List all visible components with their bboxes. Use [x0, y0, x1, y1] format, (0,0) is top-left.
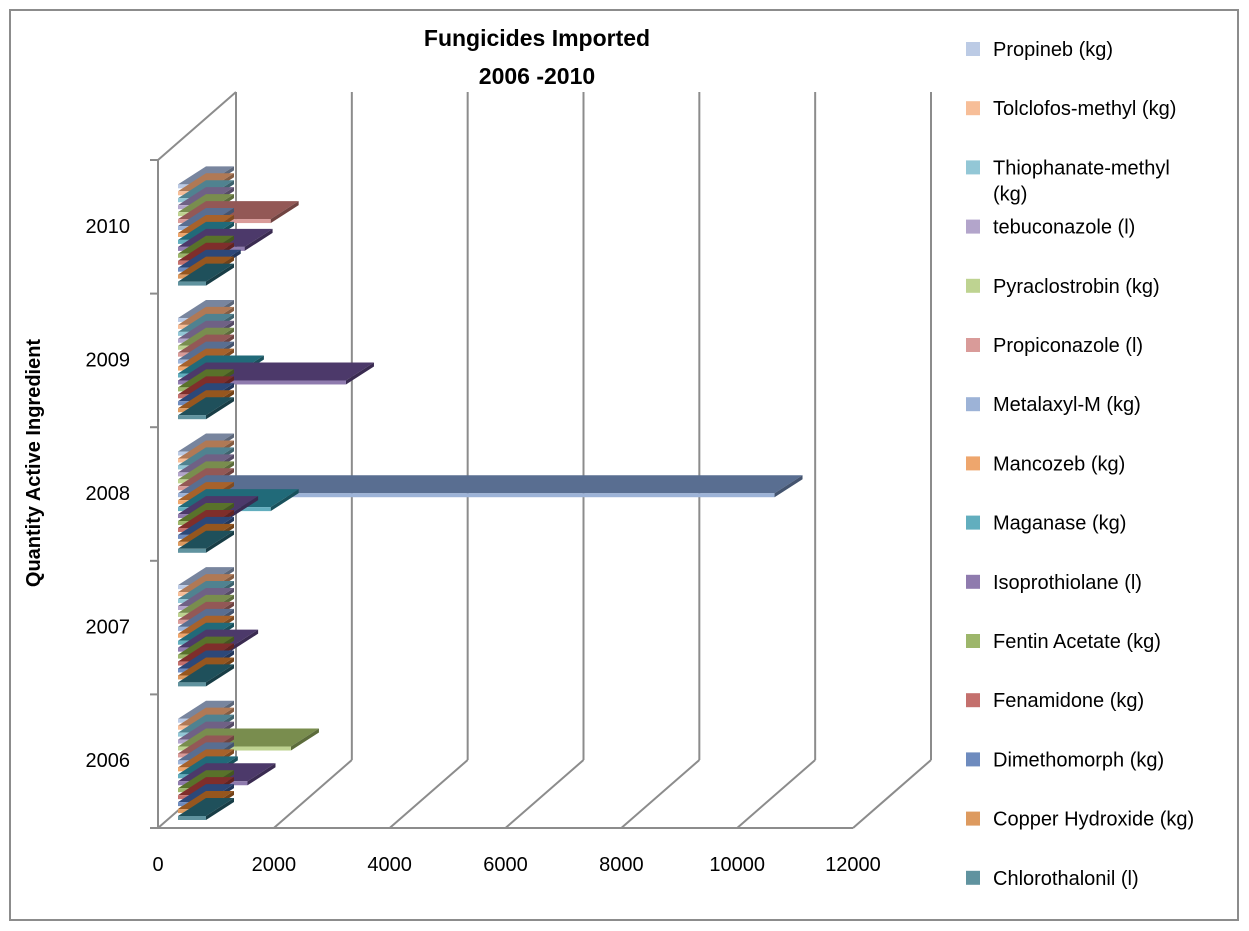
bar-top	[178, 798, 234, 816]
x-tick-label: 10000	[709, 854, 765, 876]
floor-gridline	[620, 759, 700, 829]
legend-swatch	[966, 574, 980, 589]
y-tick-label: 2009	[86, 349, 131, 371]
bar-top	[178, 530, 234, 549]
legend-label: Fentin Acetate (kg)	[993, 631, 1161, 653]
legend-label: tebuconazole (l)	[993, 217, 1135, 239]
legend-swatch	[966, 693, 980, 708]
x-tick-label: 6000	[483, 854, 528, 876]
legend-label: Fenamidone (kg)	[993, 690, 1144, 712]
bar-top	[178, 475, 803, 494]
bar	[178, 281, 206, 286]
bar-end	[290, 728, 319, 751]
bar-end	[206, 530, 234, 553]
legend-label: Mancozeb (kg)	[993, 453, 1125, 475]
bar	[178, 682, 206, 687]
x-tick-label: 4000	[367, 854, 412, 876]
bar-end	[270, 201, 299, 224]
bar-end	[345, 362, 374, 385]
y-axis-title: Quantity Active Ingredient	[23, 339, 45, 588]
bar-end	[206, 798, 234, 820]
bar	[178, 816, 206, 820]
chart-title: Fungicides Imported	[424, 25, 650, 51]
legend-swatch	[966, 219, 980, 234]
legend-label: Isoprothiolane (l)	[993, 572, 1142, 594]
legend-label: Pyraclostrobin (kg)	[993, 276, 1160, 298]
legend-label: Maganase (kg)	[993, 513, 1126, 535]
legend-label: Dimethomorph (kg)	[993, 749, 1164, 771]
bar-end	[206, 664, 234, 687]
floor-gridline	[273, 759, 353, 829]
x-tick-label: 0	[152, 854, 163, 876]
legend-swatch	[966, 870, 980, 885]
legend-swatch	[966, 278, 980, 293]
bar-end	[774, 475, 803, 498]
bar-end	[230, 496, 259, 519]
legend-swatch	[966, 42, 980, 56]
wall-top-edge	[157, 91, 237, 161]
bar-end	[206, 397, 234, 420]
legend-swatch	[966, 101, 980, 116]
legend-label: Metalaxyl-M (kg)	[993, 394, 1141, 416]
chart-subtitle: 2006 -2010	[479, 63, 595, 89]
bar	[178, 380, 346, 385]
legend-swatch	[966, 397, 980, 412]
legend-label: Tolclofos-methyl (kg)	[993, 98, 1176, 120]
legend-label: Propiconazole (l)	[993, 335, 1143, 357]
bar-end	[270, 489, 299, 512]
y-tick-label: 2006	[86, 750, 131, 772]
legend-swatch	[966, 515, 980, 530]
legend-label: Chlorothalonil (l)	[993, 868, 1139, 890]
legend-swatch	[966, 160, 980, 175]
y-tick-label: 2008	[86, 483, 131, 505]
bar	[178, 548, 206, 553]
floor-gridline	[504, 759, 585, 829]
floor-gridline	[852, 759, 932, 829]
legend-label-cont: (kg)	[993, 183, 1027, 205]
bar-top	[178, 664, 234, 683]
x-tick-label: 12000	[825, 854, 881, 876]
y-tick-label: 2007	[86, 617, 131, 639]
legend-swatch	[966, 338, 980, 352]
bar-end	[247, 763, 276, 786]
bar-top	[178, 397, 234, 416]
floor-gridline	[389, 759, 469, 829]
legend-swatch	[966, 752, 980, 767]
bar-end	[206, 263, 234, 286]
bar	[178, 415, 206, 420]
bar-end	[244, 228, 273, 251]
bar-end	[230, 629, 259, 652]
legend-label: Thiophanate-methyl	[993, 157, 1170, 179]
bar	[178, 493, 775, 498]
x-tick-label: 2000	[252, 854, 297, 876]
legend-swatch	[966, 456, 980, 471]
floor-gridline	[736, 759, 816, 829]
legend-label: Copper Hydroxide (kg)	[993, 809, 1194, 831]
legend-swatch	[966, 811, 980, 826]
bar-top	[178, 263, 234, 282]
legend-label: Propineb (kg)	[993, 39, 1113, 61]
y-tick-label: 2010	[86, 216, 131, 238]
x-tick-label: 8000	[599, 854, 644, 876]
legend-swatch	[966, 634, 980, 648]
bar	[178, 746, 291, 751]
